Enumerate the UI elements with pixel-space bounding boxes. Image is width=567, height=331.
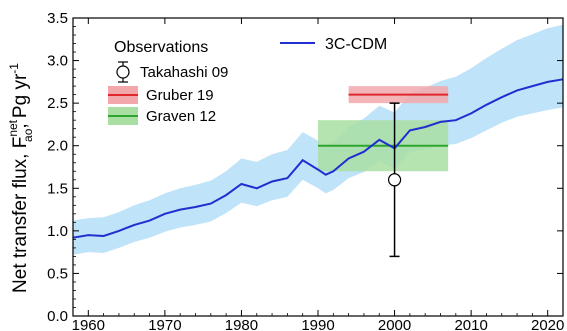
y-axis-label: Net transfer flux, Fnetao, Pg yr-1 <box>6 63 35 293</box>
takahashi-marker <box>387 173 402 187</box>
obs-box-gruber-19 <box>348 86 449 104</box>
x-tick-label-2020: 2020 <box>531 317 564 331</box>
y-axis: 0.0 0.5 1.0 1.5 2.0 2.5 3.0 3.5 <box>47 10 563 325</box>
model-line <box>72 78 564 239</box>
legend-takahashi-marker <box>116 65 130 79</box>
x-tick-label-2010: 2010 <box>454 317 487 331</box>
x-tick-label-1990: 1990 <box>301 317 334 331</box>
y-tick-label-0.0: 0.0 <box>47 308 68 325</box>
legend-gruber-label: Gruber 19 <box>146 87 214 104</box>
legend-takahashi: Takahashi 09 <box>116 61 228 83</box>
y-tick-label-1.5: 1.5 <box>47 180 68 197</box>
legend-graven: Graven 12 <box>108 107 216 125</box>
observation-boxes <box>318 86 449 172</box>
legend-observations-title: Observations <box>114 39 208 56</box>
legend-takahashi-label: Takahashi 09 <box>140 64 228 81</box>
x-tick-label-2000: 2000 <box>378 317 411 331</box>
obs-box-graven-12 <box>318 120 449 172</box>
y-tick-label-1.0: 1.0 <box>47 223 68 240</box>
y-tick-label-2.0: 2.0 <box>47 138 68 155</box>
legend-model-label: 3C-CDM <box>325 36 387 53</box>
y-tick-label-0.5: 0.5 <box>47 265 68 282</box>
y-tick-label-2.5: 2.5 <box>47 95 68 112</box>
y-tick-label-3.5: 3.5 <box>47 10 68 27</box>
legend: Observations 3C-CDM Takahashi 09 Gruber … <box>108 36 387 125</box>
y-tick-label-3.0: 3.0 <box>47 53 68 70</box>
legend-graven-label: Graven 12 <box>146 108 216 125</box>
plot-area <box>72 24 564 258</box>
x-axis: 1960 1970 1980 1990 2000 2010 2020 <box>72 18 564 331</box>
legend-gruber: Gruber 19 <box>108 86 214 104</box>
takahashi-point <box>387 102 402 258</box>
x-tick-label-1970: 1970 <box>148 317 181 331</box>
x-tick-label-1980: 1980 <box>225 317 258 331</box>
model-uncertainty-band <box>73 24 563 255</box>
x-tick-label-1960: 1960 <box>72 317 105 331</box>
